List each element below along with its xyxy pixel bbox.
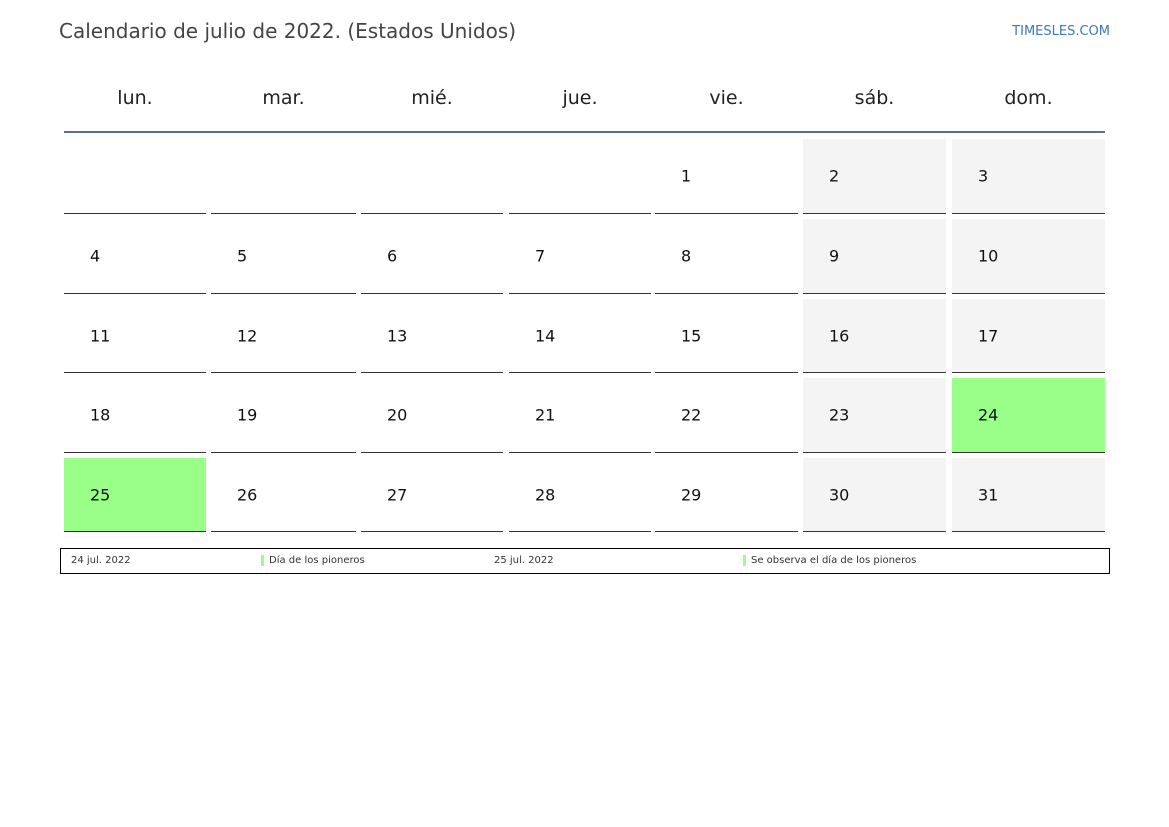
day-cell <box>64 139 206 214</box>
day-number: 16 <box>829 326 850 345</box>
day-cell: 7 <box>509 219 651 294</box>
day-cell: 1 <box>655 139 798 214</box>
day-cell: 3 <box>952 139 1105 214</box>
weekday: dom. <box>1004 87 1053 109</box>
day-cell: 5 <box>211 219 356 294</box>
title: Calendario de julio de 2022. (Estados Un… <box>59 19 517 43</box>
day-cell: 26 <box>211 458 356 532</box>
day-number: 5 <box>237 246 248 266</box>
header-rule <box>64 131 1105 133</box>
day-cell <box>361 139 503 214</box>
day-cell: 21 <box>509 378 651 453</box>
day-number: 24 <box>978 405 999 425</box>
day-number: 27 <box>387 485 408 504</box>
day-cell: 11 <box>64 299 206 373</box>
day-number: 25 <box>90 485 111 504</box>
weekday: mar. <box>262 87 305 109</box>
day-number: 9 <box>829 246 840 266</box>
day-cell: 16 <box>803 299 946 373</box>
day-cell: 19 <box>211 378 356 453</box>
holiday-date: 25 jul. 2022 <box>494 555 554 566</box>
day-number: 20 <box>387 405 408 425</box>
day-cell <box>211 139 356 214</box>
day-cell: 14 <box>509 299 651 373</box>
day-number: 19 <box>237 405 258 425</box>
day-number: 15 <box>681 326 702 345</box>
site-link[interactable]: TIMESLES.COM <box>1012 24 1110 39</box>
day-cell: 18 <box>64 378 206 453</box>
weekday: lun. <box>117 87 153 109</box>
day-number: 14 <box>535 326 556 345</box>
day-cell: 10 <box>952 219 1105 294</box>
day-cell: 31 <box>952 458 1105 532</box>
day-cell: 17 <box>952 299 1105 373</box>
day-number: 23 <box>829 405 850 425</box>
day-cell: 12 <box>211 299 356 373</box>
weekday: vie. <box>709 87 744 109</box>
day-number: 1 <box>681 166 692 186</box>
day-number: 26 <box>237 485 258 504</box>
day-cell: 30 <box>803 458 946 532</box>
day-number: 28 <box>535 485 556 504</box>
day-cell: 20 <box>361 378 503 453</box>
day-cell: 24 <box>952 378 1105 453</box>
day-cell: 15 <box>655 299 798 373</box>
day-cell: 8 <box>655 219 798 294</box>
day-cell: 4 <box>64 219 206 294</box>
day-cell: 28 <box>509 458 651 532</box>
day-number: 8 <box>681 246 692 266</box>
day-number: 29 <box>681 485 702 504</box>
day-number: 10 <box>978 246 999 266</box>
day-number: 22 <box>681 405 702 425</box>
day-cell <box>509 139 651 214</box>
weekday: sáb. <box>854 87 895 109</box>
day-cell: 9 <box>803 219 946 294</box>
day-cell: 23 <box>803 378 946 453</box>
day-cell: 22 <box>655 378 798 453</box>
day-number: 6 <box>387 246 398 266</box>
day-cell: 27 <box>361 458 503 532</box>
day-cell: 2 <box>803 139 946 214</box>
day-number: 17 <box>978 326 999 345</box>
day-number: 31 <box>978 485 999 504</box>
day-number: 2 <box>829 166 840 186</box>
holiday-color <box>261 555 264 566</box>
day-number: 3 <box>978 166 989 186</box>
day-number: 12 <box>237 326 258 345</box>
day-number: 11 <box>90 326 111 345</box>
holiday-name: Día de los pioneros <box>269 555 365 566</box>
holiday-color <box>743 555 746 566</box>
weekday: jue. <box>562 87 598 109</box>
day-number: 30 <box>829 485 850 504</box>
day-number: 7 <box>535 246 546 266</box>
day-number: 18 <box>90 405 111 425</box>
holiday-name: Se observa el día de los pioneros <box>751 555 917 566</box>
day-cell: 6 <box>361 219 503 294</box>
day-number: 21 <box>535 405 556 425</box>
holiday-date: 24 jul. 2022 <box>71 555 131 566</box>
day-cell: 13 <box>361 299 503 373</box>
day-cell: 29 <box>655 458 798 532</box>
legend: 24 jul. 2022 Día de los pioneros 25 jul. 2… <box>60 548 1110 574</box>
day-number: 13 <box>387 326 408 345</box>
day-cell: 25 <box>64 458 206 532</box>
weekday: mié. <box>411 87 453 109</box>
day-number: 4 <box>90 246 101 266</box>
